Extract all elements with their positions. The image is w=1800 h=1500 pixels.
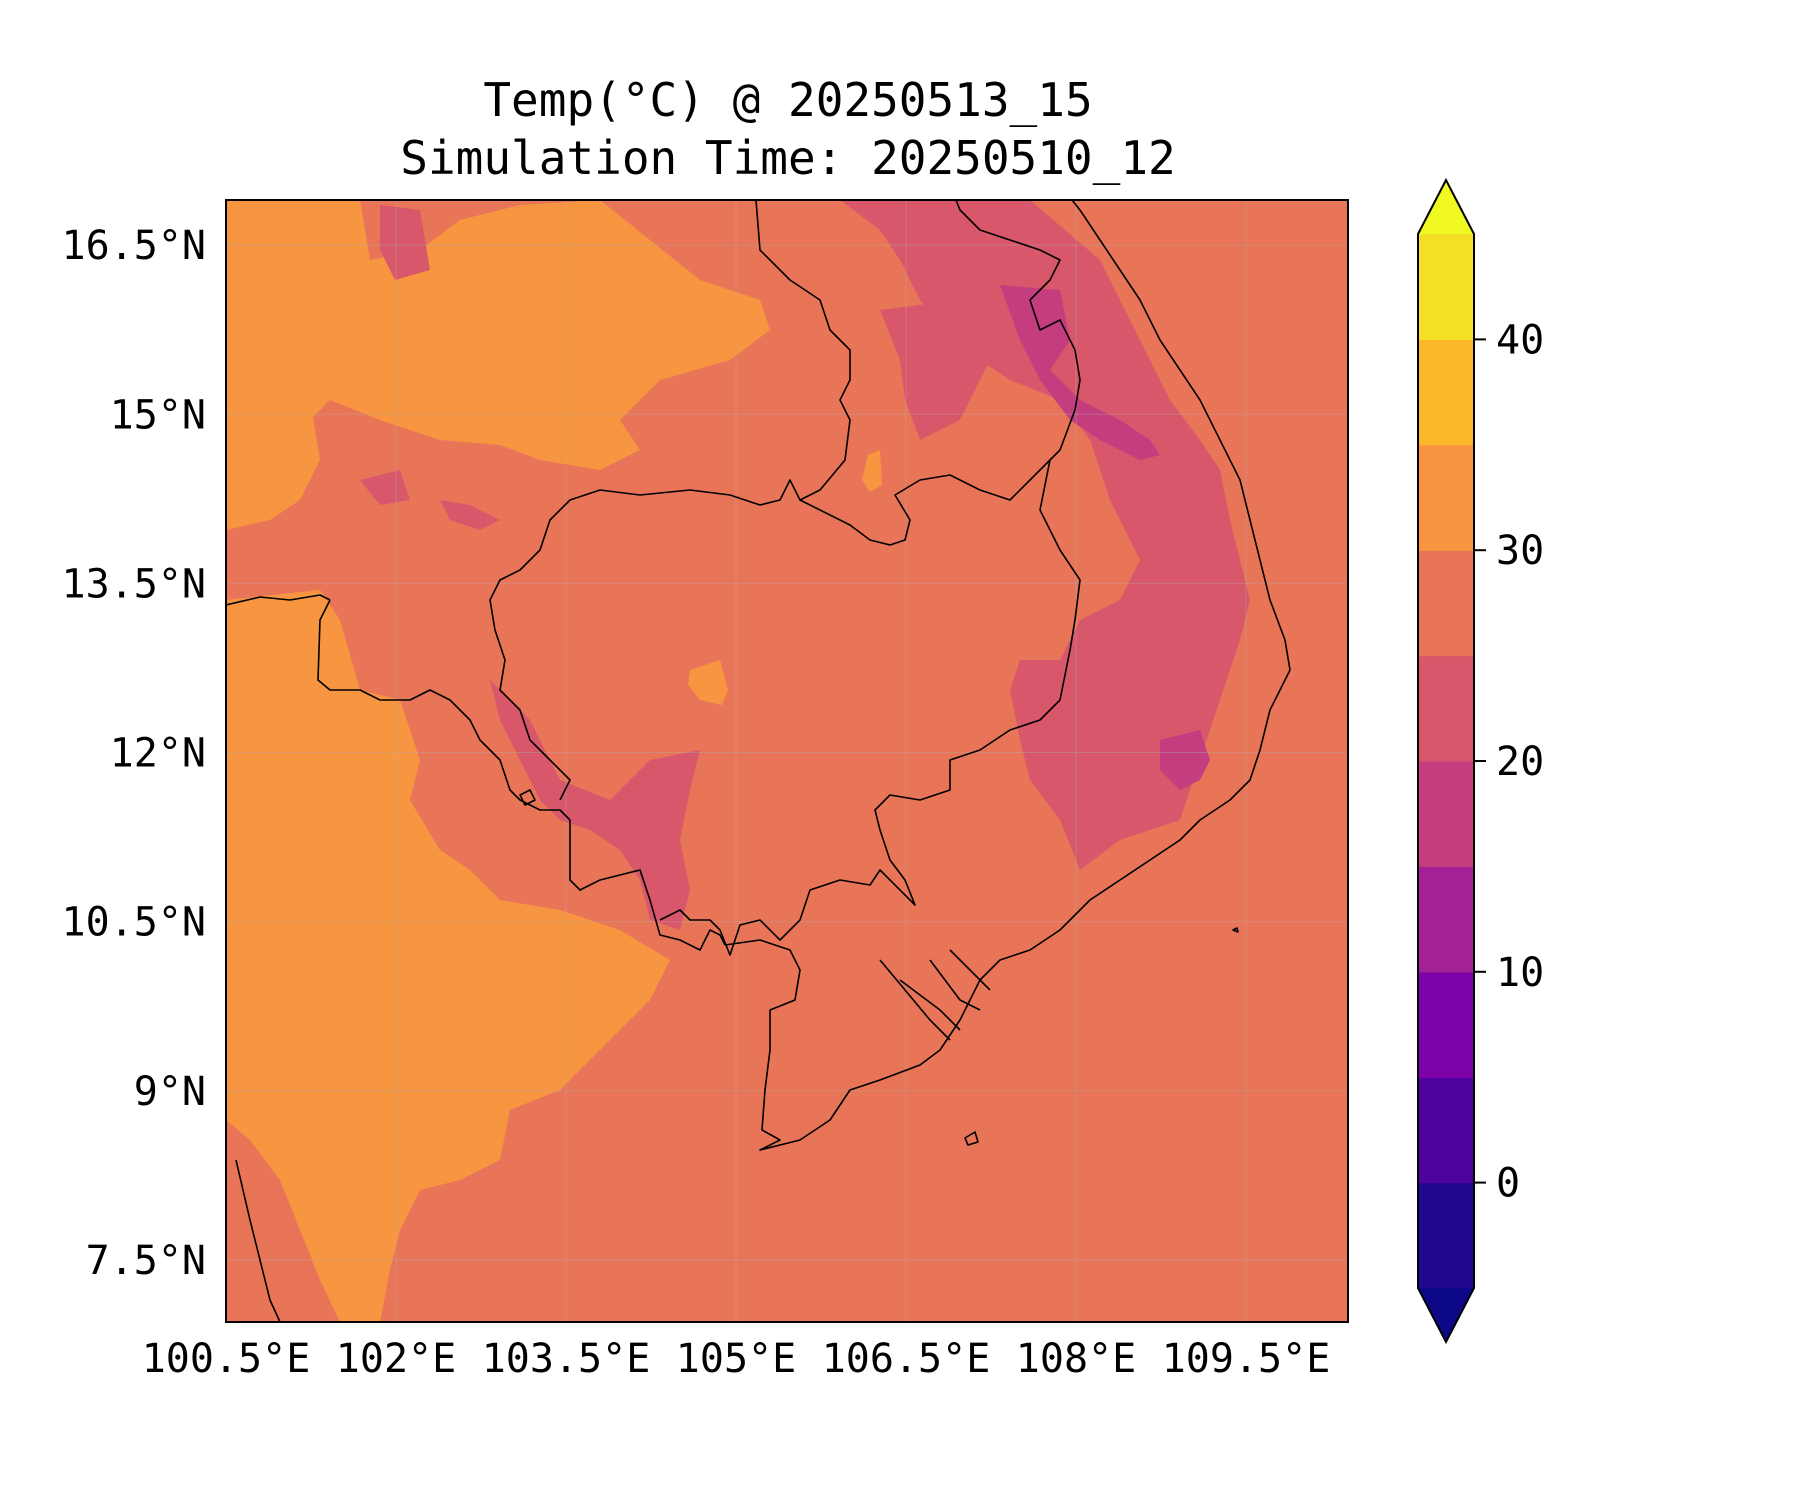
island-2	[964, 1131, 979, 1146]
figure-subtitle: Simulation Time: 20250510_12	[400, 131, 1175, 185]
contour-region-20-25-vietnam-highlands	[840, 200, 1250, 870]
x-tick-label: 105°E	[676, 1336, 796, 1382]
coast-thailand-west	[226, 594, 331, 606]
contour-region-20-25-small-north	[440, 500, 500, 530]
colorbar-segment	[1418, 761, 1474, 867]
contour-region-30-35-west-band	[226, 200, 330, 530]
y-tick-label: 12°N	[110, 731, 206, 777]
colorbar-tick-label: 10	[1496, 950, 1544, 996]
mekong-delta-channels	[879, 949, 991, 1041]
colorbar: 0 10 20 30 40	[1417, 177, 1544, 1345]
colorbar-segment	[1418, 444, 1474, 551]
colorbar-tick-label: 0	[1496, 1161, 1520, 1207]
latitude-axis: 16.5°N 15°N 13.5°N 12°N 10.5°N 9°N 7.5°N	[62, 223, 207, 1284]
colorbar-segment	[1418, 234, 1474, 340]
y-tick-label: 16.5°N	[62, 223, 207, 269]
figure-title: Temp(°C) @ 20250513_15	[483, 73, 1092, 127]
map-gridlines	[226, 200, 1348, 1322]
contour-region-20-25-laos-west	[880, 300, 990, 440]
contour-region-30-35-gulf	[226, 590, 670, 1322]
x-tick-label: 108°E	[1016, 1336, 1136, 1382]
longitude-axis: 100.5°E 102°E 103.5°E 105°E 106.5°E 108°E 109.…	[142, 1336, 1331, 1382]
border-thai-cambodia-laos	[489, 200, 851, 801]
x-tick-label: 109.5°E	[1162, 1336, 1331, 1382]
colorbar-segment	[1418, 971, 1474, 1078]
colorbar-segment	[1418, 339, 1474, 446]
colorbar-segment	[1418, 1182, 1474, 1289]
island-1	[519, 789, 536, 806]
colorbar-segment	[1418, 1077, 1474, 1184]
map-panel	[225, 199, 1349, 1323]
contour-region-20-25-cardamom	[490, 680, 700, 930]
colorbar-tick-label: 40	[1496, 317, 1544, 363]
y-tick-label: 9°N	[134, 1069, 206, 1115]
contour-region-30-35-laos-spot	[862, 450, 882, 492]
y-tick-label: 7.5°N	[86, 1238, 206, 1284]
y-tick-label: 15°N	[110, 392, 206, 438]
colorbar-segment	[1418, 550, 1474, 657]
coast-vietnam-south	[724, 200, 1291, 1151]
colorbar-tick-label: 30	[1496, 528, 1544, 574]
x-tick-label: 103.5°E	[482, 1336, 651, 1382]
coast-cambodia	[569, 820, 726, 951]
contour-region-20-25-north-strip	[380, 205, 430, 280]
contour-region-30-35-northwest	[226, 200, 770, 480]
colorbar-segment	[1418, 655, 1474, 762]
y-tick-label: 13.5°N	[62, 561, 207, 607]
colorbar-tick-label: 20	[1496, 739, 1544, 785]
contour-region-15-20-highlands-south	[1160, 730, 1210, 790]
x-tick-label: 100.5°E	[142, 1336, 311, 1382]
contour-region-20-25-small-northwest	[360, 470, 410, 505]
colorbar-under-arrow	[1418, 1288, 1474, 1342]
colorbar-over-arrow	[1418, 180, 1474, 234]
border-cambodia-vietnam-east	[659, 459, 1081, 956]
contour-region-30-35-cambodia-spot	[688, 660, 728, 705]
colorbar-outline	[1417, 177, 1475, 1345]
map-frame	[225, 199, 1349, 1323]
x-tick-label: 102°E	[336, 1336, 456, 1382]
island-3	[1232, 927, 1239, 933]
colorbar-segment	[1418, 866, 1474, 973]
border-cambodia-laos-vietnam	[799, 200, 1081, 546]
coastlines-and-borders	[226, 200, 1291, 1322]
y-tick-label: 10.5°N	[62, 900, 207, 946]
coast-malay-peninsula	[235, 1159, 281, 1322]
x-tick-label: 106.5°E	[822, 1336, 991, 1382]
